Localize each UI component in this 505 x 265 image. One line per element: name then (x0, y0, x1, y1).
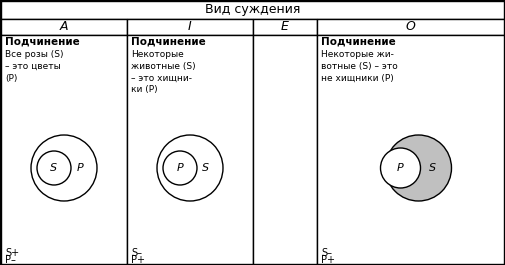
Bar (253, 19, 317, 35)
Text: Вид суждения: Вид суждения (205, 3, 300, 16)
Text: S: S (429, 163, 436, 173)
Bar (1, 1, 504, 19)
Text: Некоторые
животные (S)
– это хищни-
ки (P): Некоторые животные (S) – это хищни- ки (… (131, 50, 195, 94)
Bar (127, 35, 253, 264)
Text: A: A (60, 20, 68, 33)
Bar (253, 35, 317, 264)
Text: P: P (177, 163, 183, 173)
Text: I: I (188, 20, 192, 33)
Text: Все розы (S)
– это цветы
(P): Все розы (S) – это цветы (P) (5, 50, 64, 83)
Text: Подчинение: Подчинение (5, 37, 80, 47)
Bar (1, 19, 127, 35)
Text: S: S (50, 163, 58, 173)
Bar (317, 35, 504, 264)
Text: Некоторые жи-
вотные (S) – это
не хищники (P): Некоторые жи- вотные (S) – это не хищник… (321, 50, 398, 83)
Bar (127, 19, 253, 35)
Text: Подчинение: Подчинение (131, 37, 206, 47)
Text: S+: S+ (5, 248, 19, 258)
Circle shape (380, 148, 421, 188)
Circle shape (385, 135, 451, 201)
Text: O: O (406, 20, 416, 33)
Text: S–: S– (131, 248, 142, 258)
Text: P+: P+ (321, 255, 335, 265)
Text: P–: P– (5, 255, 16, 265)
Bar (317, 19, 504, 35)
Text: P: P (77, 163, 83, 173)
Bar (1, 35, 127, 264)
Text: Подчинение: Подчинение (321, 37, 396, 47)
Text: S–: S– (321, 248, 332, 258)
Text: E: E (281, 20, 289, 33)
Text: P: P (397, 163, 404, 173)
Text: P+: P+ (131, 255, 145, 265)
Text: S: S (203, 163, 210, 173)
